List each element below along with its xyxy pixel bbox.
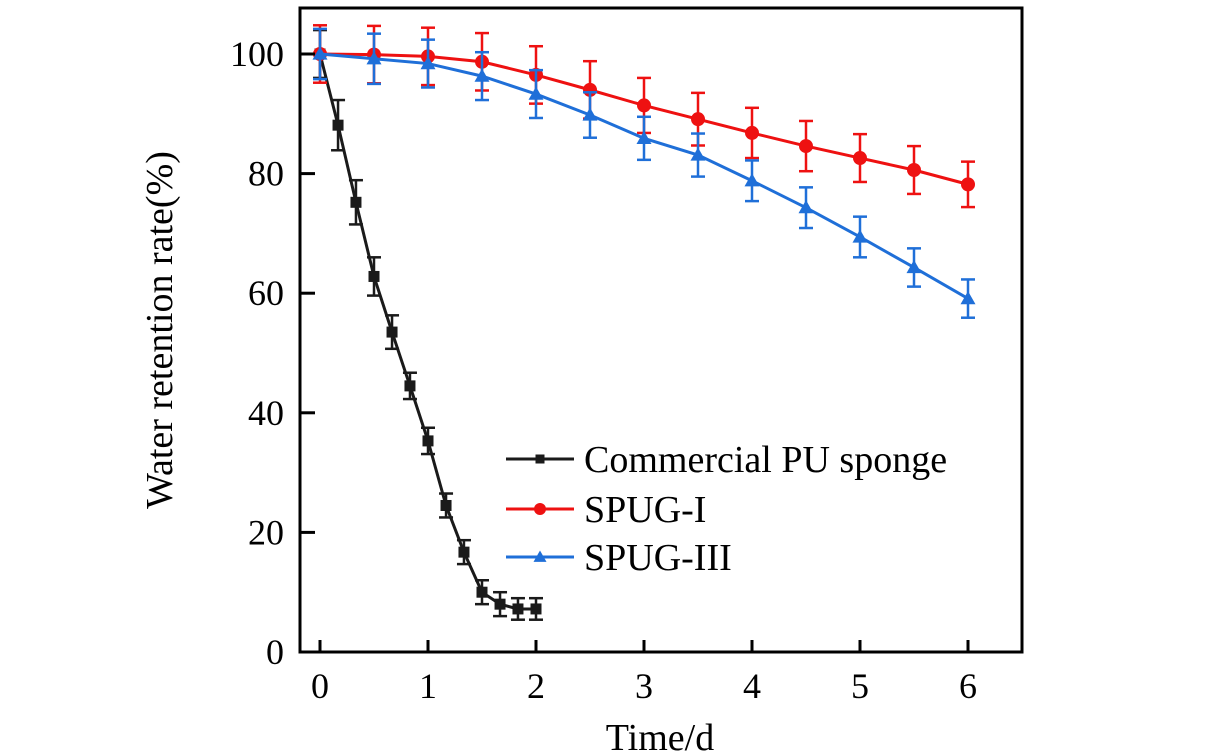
data-point <box>636 130 652 144</box>
x-tick-label: 0 <box>311 666 329 706</box>
legend-item: SPUG-I <box>506 489 706 531</box>
data-point <box>404 380 416 392</box>
data-point <box>420 56 436 70</box>
data-point <box>422 435 434 447</box>
data-point <box>366 51 382 65</box>
legend-marker <box>534 503 546 515</box>
data-point <box>906 259 922 274</box>
data-point <box>494 598 506 610</box>
data-point <box>458 546 470 558</box>
data-point <box>691 112 705 127</box>
y-tick-label: 20 <box>248 512 284 552</box>
series-line <box>318 53 536 611</box>
legend-label: SPUG-I <box>584 489 706 531</box>
plot-frame <box>298 6 1024 654</box>
data-point <box>745 125 759 140</box>
data-point <box>960 291 976 305</box>
y-tick-label: 60 <box>248 273 284 313</box>
series-layer <box>312 24 976 621</box>
y-tick-label: 40 <box>248 393 284 433</box>
data-point <box>350 196 362 208</box>
legend-item: SPUG-III <box>506 537 732 579</box>
data-point <box>332 119 344 131</box>
legend: Commercial PU sponge SPUG-I SPUG-III <box>506 439 947 579</box>
y-axis-ticks: 0 20 40 60 80 100 <box>230 34 315 672</box>
data-point <box>744 173 760 187</box>
x-axis-ticks: 0 1 2 3 4 5 6 <box>311 640 977 706</box>
data-point <box>690 147 706 161</box>
data-point <box>312 46 328 60</box>
legend-item: Commercial PU sponge <box>506 439 947 481</box>
data-point <box>530 603 542 615</box>
series-commercial-pu-sponge <box>313 28 543 621</box>
x-tick-label: 3 <box>635 666 653 706</box>
data-point <box>853 151 867 166</box>
data-point <box>528 86 544 100</box>
data-point <box>582 107 598 121</box>
y-axis-title: Water retention rate(%) <box>139 151 181 509</box>
legend-marker <box>533 550 547 562</box>
data-point <box>476 586 488 598</box>
data-point <box>637 98 651 113</box>
legend-label: Commercial PU sponge <box>584 439 947 481</box>
data-point <box>440 499 452 511</box>
x-tick-label: 2 <box>527 666 545 706</box>
data-point <box>798 200 814 214</box>
data-point <box>907 163 921 178</box>
y-tick-label: 100 <box>230 34 284 74</box>
x-tick-label: 1 <box>419 666 437 706</box>
series-spug-iii <box>312 27 976 319</box>
x-tick-label: 4 <box>743 666 761 706</box>
y-tick-label: 80 <box>248 154 284 194</box>
legend-marker <box>535 454 545 464</box>
data-point <box>799 139 813 154</box>
data-point <box>386 326 398 338</box>
data-point <box>961 177 975 192</box>
data-point <box>368 270 380 282</box>
legend-label: SPUG-III <box>584 537 732 579</box>
x-tick-label: 5 <box>851 666 869 706</box>
x-axis-title: Time/d <box>606 717 714 756</box>
data-point <box>474 68 490 82</box>
data-point <box>852 229 868 243</box>
x-tick-label: 6 <box>959 666 977 706</box>
data-point <box>512 603 524 615</box>
y-tick-label: 0 <box>266 632 284 672</box>
